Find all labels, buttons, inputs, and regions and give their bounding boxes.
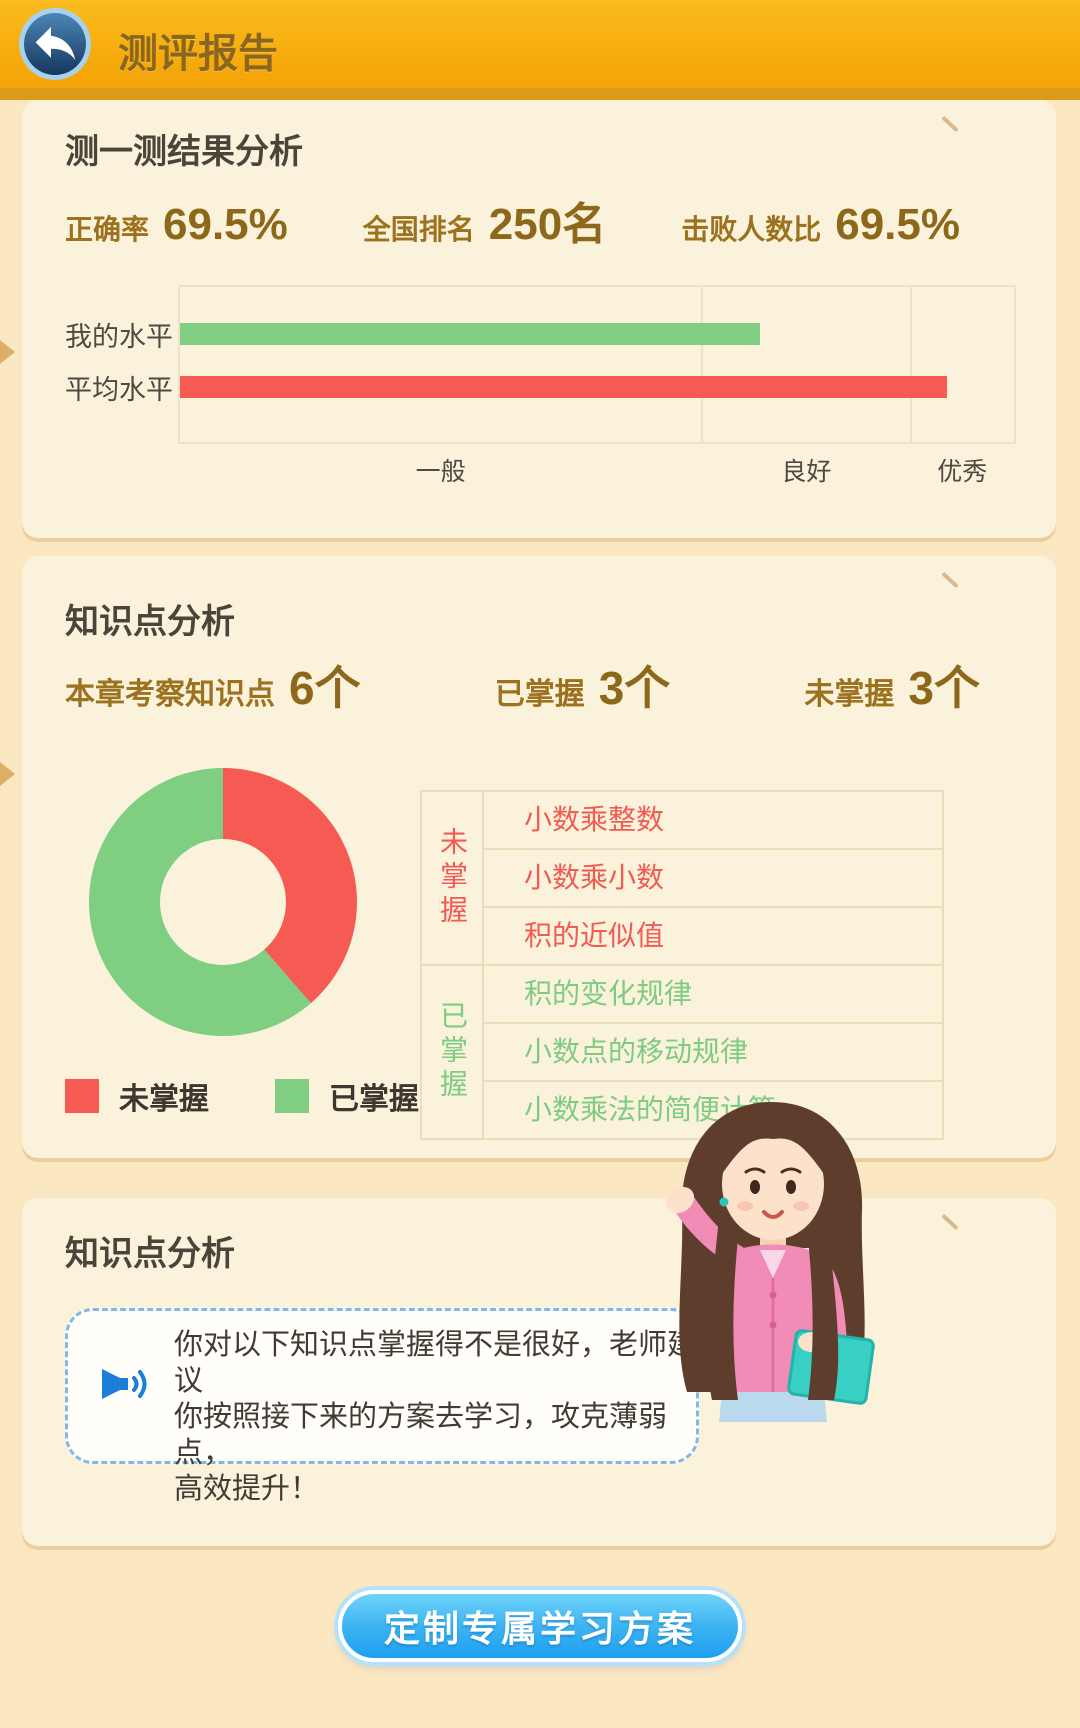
group-header: 已掌握 <box>422 966 484 1138</box>
legend-label: 已掌握 <box>329 1083 419 1116</box>
stat-label: 全国排名 <box>362 214 475 245</box>
bar-row-label: 平均水平 <box>65 375 173 405</box>
stat-mastered: 已掌握 3个 <box>495 652 671 718</box>
advice-line: 高效提升！ <box>174 1473 320 1505</box>
stat-not-mastered: 未掌握 3个 <box>804 652 980 718</box>
back-arrow-icon <box>18 8 92 84</box>
card2-title: 知识点分析 <box>65 603 235 641</box>
stat-value: 3个 <box>598 662 671 714</box>
legend-label: 未掌握 <box>119 1083 209 1116</box>
table-row: 小数乘小数 <box>484 848 942 906</box>
corner-fold-icon <box>941 1213 959 1231</box>
donut-chart <box>89 768 357 1036</box>
test-result-card: 测一测结果分析 正确率 69.5% 全国排名 250名 击败人数比 69.5% … <box>22 100 1056 538</box>
group-header: 未掌握 <box>422 792 484 964</box>
back-button[interactable] <box>18 7 92 81</box>
corner-fold-icon <box>941 115 959 133</box>
stat-total-points: 本章考察知识点 6个 <box>65 652 361 718</box>
green-swatch-icon <box>275 1079 309 1113</box>
stat-value: 6个 <box>289 662 361 714</box>
customize-study-plan-button[interactable]: 定制专属学习方案 <box>338 1590 742 1662</box>
page-title: 测评报告 <box>118 32 278 76</box>
advice-speech-bubble: 你对以下知识点掌握得不是很好，老师建议 你按照接下来的方案去学习，攻克薄弱点， … <box>65 1308 699 1505</box>
zone-gridline <box>701 287 704 442</box>
not-mastered-group: 未掌握 小数乘整数 小数乘小数 积的近似值 <box>422 792 942 964</box>
advice-text: 你对以下知识点掌握得不是很好，老师建议 你按照接下来的方案去学习，攻克薄弱点， … <box>174 1327 696 1507</box>
advice-card: 知识点分析 你对以下知识点掌握得不是很好，老师建议 你按照接下来的方案去学习，攻… <box>22 1198 1056 1546</box>
average-level-bar <box>180 376 948 398</box>
stat-national-rank: 全国排名 250名 <box>363 188 606 252</box>
knowledge-stats-row: 本章考察知识点 6个 已掌握 3个 未掌握 3个 <box>65 652 980 718</box>
stat-label: 已掌握 <box>494 678 585 711</box>
legend-item-mastered: 已掌握 <box>275 1074 419 1118</box>
zone-label: 优秀 <box>937 458 988 486</box>
stat-beat-percent: 击败人数比 69.5% <box>681 200 960 250</box>
table-row: 小数乘整数 <box>524 804 665 835</box>
stat-accuracy: 正确率 69.5% <box>65 200 288 250</box>
stat-label: 正确率 <box>65 214 150 245</box>
zone-label: 良好 <box>781 458 832 486</box>
red-swatch-icon <box>65 1079 99 1113</box>
stat-value: 250名 <box>488 200 607 249</box>
stat-label: 击败人数比 <box>681 214 822 245</box>
result-stats-row: 正确率 69.5% 全国排名 250名 击败人数比 69.5% <box>65 188 960 252</box>
header-shadow-strip <box>0 88 1080 100</box>
legend-item-not-mastered: 未掌握 <box>65 1074 209 1118</box>
page-fold-icon <box>0 762 15 786</box>
card3-title: 知识点分析 <box>65 1235 235 1273</box>
table-row: 积的变化规律 <box>524 978 693 1009</box>
stat-label: 未掌握 <box>804 678 895 711</box>
card1-title: 测一测结果分析 <box>65 133 303 171</box>
knowledge-analysis-card: 知识点分析 本章考察知识点 6个 已掌握 3个 未掌握 3个 未掌握 <box>22 556 1056 1158</box>
teacher-illustration <box>642 1090 904 1422</box>
table-row: 小数点的移动规律 <box>484 1022 942 1080</box>
table-row: 积的近似值 <box>484 906 942 964</box>
bar-row-label: 我的水平 <box>65 322 173 352</box>
zone-label: 一般 <box>415 458 466 486</box>
donut-legend: 未掌握 已掌握 <box>65 1074 419 1118</box>
advice-line: 你按照接下来的方案去学习，攻克薄弱点， <box>174 1401 668 1469</box>
stat-label: 本章考察知识点 <box>65 678 275 711</box>
knowledge-points-table: 未掌握 小数乘整数 小数乘小数 积的近似值 已掌握 积的变化规律 小数点的移动规… <box>420 790 944 1140</box>
stat-value: 69.5% <box>835 200 960 249</box>
stat-value: 69.5% <box>163 200 288 249</box>
advice-line: 你对以下知识点掌握得不是很好，老师建议 <box>174 1329 697 1397</box>
mastered-group: 已掌握 积的变化规律 小数点的移动规律 小数乘法的简便计算 <box>422 964 942 1138</box>
stat-value: 3个 <box>908 662 980 714</box>
speaker-icon[interactable] <box>96 1361 148 1407</box>
zone-gridline <box>909 287 912 442</box>
corner-fold-icon <box>941 571 959 589</box>
my-level-bar <box>180 323 760 345</box>
page-fold-icon <box>0 340 15 364</box>
app-header <box>0 0 1080 88</box>
bar-chart-plot-area: 一般 良好 优秀 <box>178 285 1016 486</box>
level-bar-chart: 我的水平 平均水平 一般 良好 优秀 <box>65 285 1016 495</box>
